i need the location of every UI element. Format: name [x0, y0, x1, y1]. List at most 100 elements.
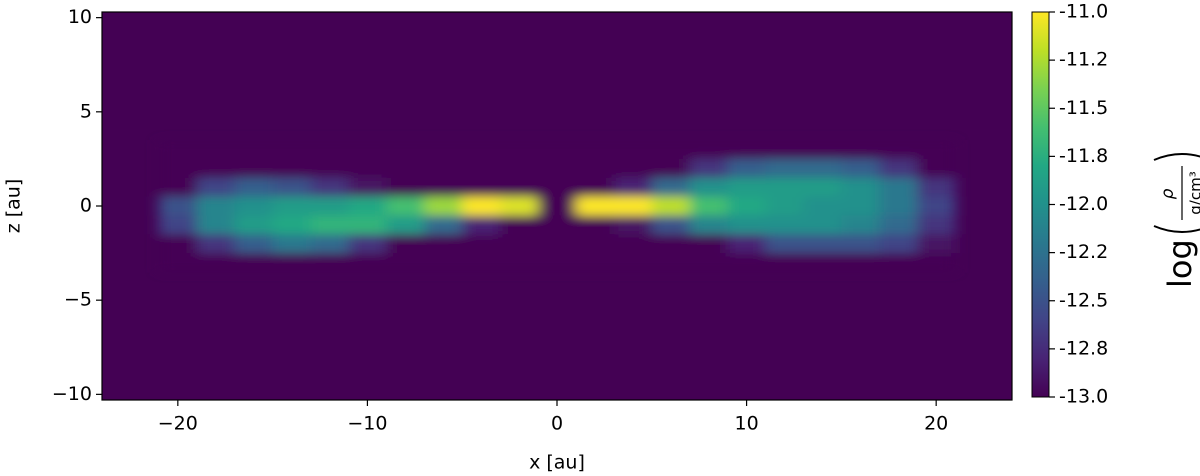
heatmap-cell — [613, 140, 653, 160]
heatmap-cell — [727, 158, 767, 179]
heatmap-cell — [613, 253, 653, 273]
heatmap-cell — [348, 215, 387, 235]
heatmap-cell — [879, 253, 918, 273]
heatmap-cell — [651, 177, 691, 198]
heatmap-cell — [613, 215, 653, 235]
heatmap-cell — [538, 253, 577, 273]
colorbar-label-numerator: ρ — [1158, 188, 1178, 199]
heatmap-cell — [879, 234, 918, 254]
heatmap-cell — [196, 234, 236, 254]
heatmap-cell — [158, 234, 198, 254]
colorbar-tick-label: -12.2 — [1059, 241, 1108, 263]
heatmap-cell — [917, 196, 956, 216]
heatmap-cell — [348, 234, 387, 254]
heatmap-cell — [613, 158, 653, 179]
heatmap-cell — [803, 140, 842, 160]
heatmap-cell — [841, 215, 880, 235]
heatmap-cell — [727, 177, 767, 198]
heatmap-cell — [196, 253, 236, 273]
heatmap-cell — [803, 158, 842, 179]
heatmap-cell — [424, 215, 463, 235]
heatmap-cell — [272, 234, 312, 254]
heatmap-cell — [879, 215, 918, 235]
heatmap-cell — [234, 196, 274, 216]
heatmap-cell — [841, 158, 880, 179]
heatmap-cell — [651, 253, 691, 273]
heatmap-cell — [803, 215, 842, 235]
heatmap-cell — [765, 177, 804, 198]
heatmap-cell — [424, 140, 463, 160]
heatmap-cell — [879, 158, 918, 179]
heatmap-cell — [158, 196, 198, 216]
heatmap-cell — [424, 234, 463, 254]
heatmap-cell — [158, 158, 198, 179]
x-tick-label: 0 — [551, 413, 563, 435]
heatmap-cell — [386, 253, 425, 273]
y-axis-label: z [au] — [3, 179, 25, 234]
heatmap-cell — [462, 177, 501, 198]
heatmap-cell — [272, 196, 312, 216]
heatmap-cell — [765, 253, 804, 273]
heatmap-cell — [500, 177, 539, 198]
paren — [1153, 225, 1200, 233]
heatmap-clip — [158, 140, 956, 273]
heatmap-cell — [158, 253, 198, 273]
heatmap-cell — [538, 158, 577, 179]
heatmap-cell — [841, 196, 880, 216]
x-tick-label: −20 — [158, 413, 198, 435]
heatmap-cell — [310, 234, 349, 254]
heatmap-cell — [841, 234, 880, 254]
heatmap-cell — [841, 177, 880, 198]
heatmap-cell — [158, 177, 198, 198]
heatmap-cell — [348, 253, 387, 273]
heatmap-cell — [196, 177, 236, 198]
heatmap-cell — [462, 140, 501, 160]
heatmap-cell — [234, 140, 274, 160]
heatmap-cell — [689, 234, 729, 254]
colorbar-tick-label: -13.0 — [1059, 386, 1108, 408]
colorbar-label-function: log — [1161, 239, 1199, 288]
heatmap-cell — [651, 158, 691, 179]
heatmap-cell — [689, 253, 729, 273]
heatmap-cell — [803, 177, 842, 198]
colorbar-tick-label: -11.2 — [1059, 49, 1108, 71]
heatmap-cell — [575, 215, 615, 235]
colorbar-tick-label: -11.5 — [1059, 97, 1108, 119]
heatmap-cell — [917, 158, 956, 179]
x-axis-label: x [au] — [529, 452, 585, 474]
heatmap-cell — [727, 196, 767, 216]
heatmap-cell — [613, 177, 653, 198]
heatmap-cell — [310, 253, 349, 273]
y-tick-label: −5 — [64, 289, 92, 311]
colorbar-label-denominator: g/cm³ — [1187, 171, 1200, 214]
heatmap-cell — [917, 253, 956, 273]
heatmap-cell — [196, 215, 236, 235]
heatmap-cell — [158, 140, 198, 160]
heatmap-cell — [386, 215, 425, 235]
heatmap-cell — [803, 253, 842, 273]
heatmap-cell — [386, 196, 425, 216]
heatmap-cell — [917, 234, 956, 254]
heatmap-cell — [689, 158, 729, 179]
heatmap-cell — [310, 196, 349, 216]
colorbar-tick-label: -12.0 — [1059, 193, 1108, 215]
heatmap-cell — [348, 177, 387, 198]
heatmap-cell — [538, 215, 577, 235]
heatmap-cell — [424, 196, 463, 216]
heatmap-cell — [462, 158, 501, 179]
heatmap-cell — [538, 196, 577, 216]
heatmap-cell — [651, 234, 691, 254]
heatmap-cell — [424, 177, 463, 198]
heatmap-cell — [462, 253, 501, 273]
heatmap-cell — [272, 158, 312, 179]
heatmap-cell — [234, 177, 274, 198]
heatmap-cell — [234, 234, 274, 254]
colorbar-tick-label: -12.5 — [1059, 289, 1108, 311]
heatmap-cell — [879, 177, 918, 198]
heatmap-cell — [196, 158, 236, 179]
colorbar-tick-label: -11.8 — [1059, 145, 1108, 167]
heatmap-cell — [500, 215, 539, 235]
heatmap-cell — [727, 253, 767, 273]
y-tick-label: 10 — [68, 6, 92, 28]
